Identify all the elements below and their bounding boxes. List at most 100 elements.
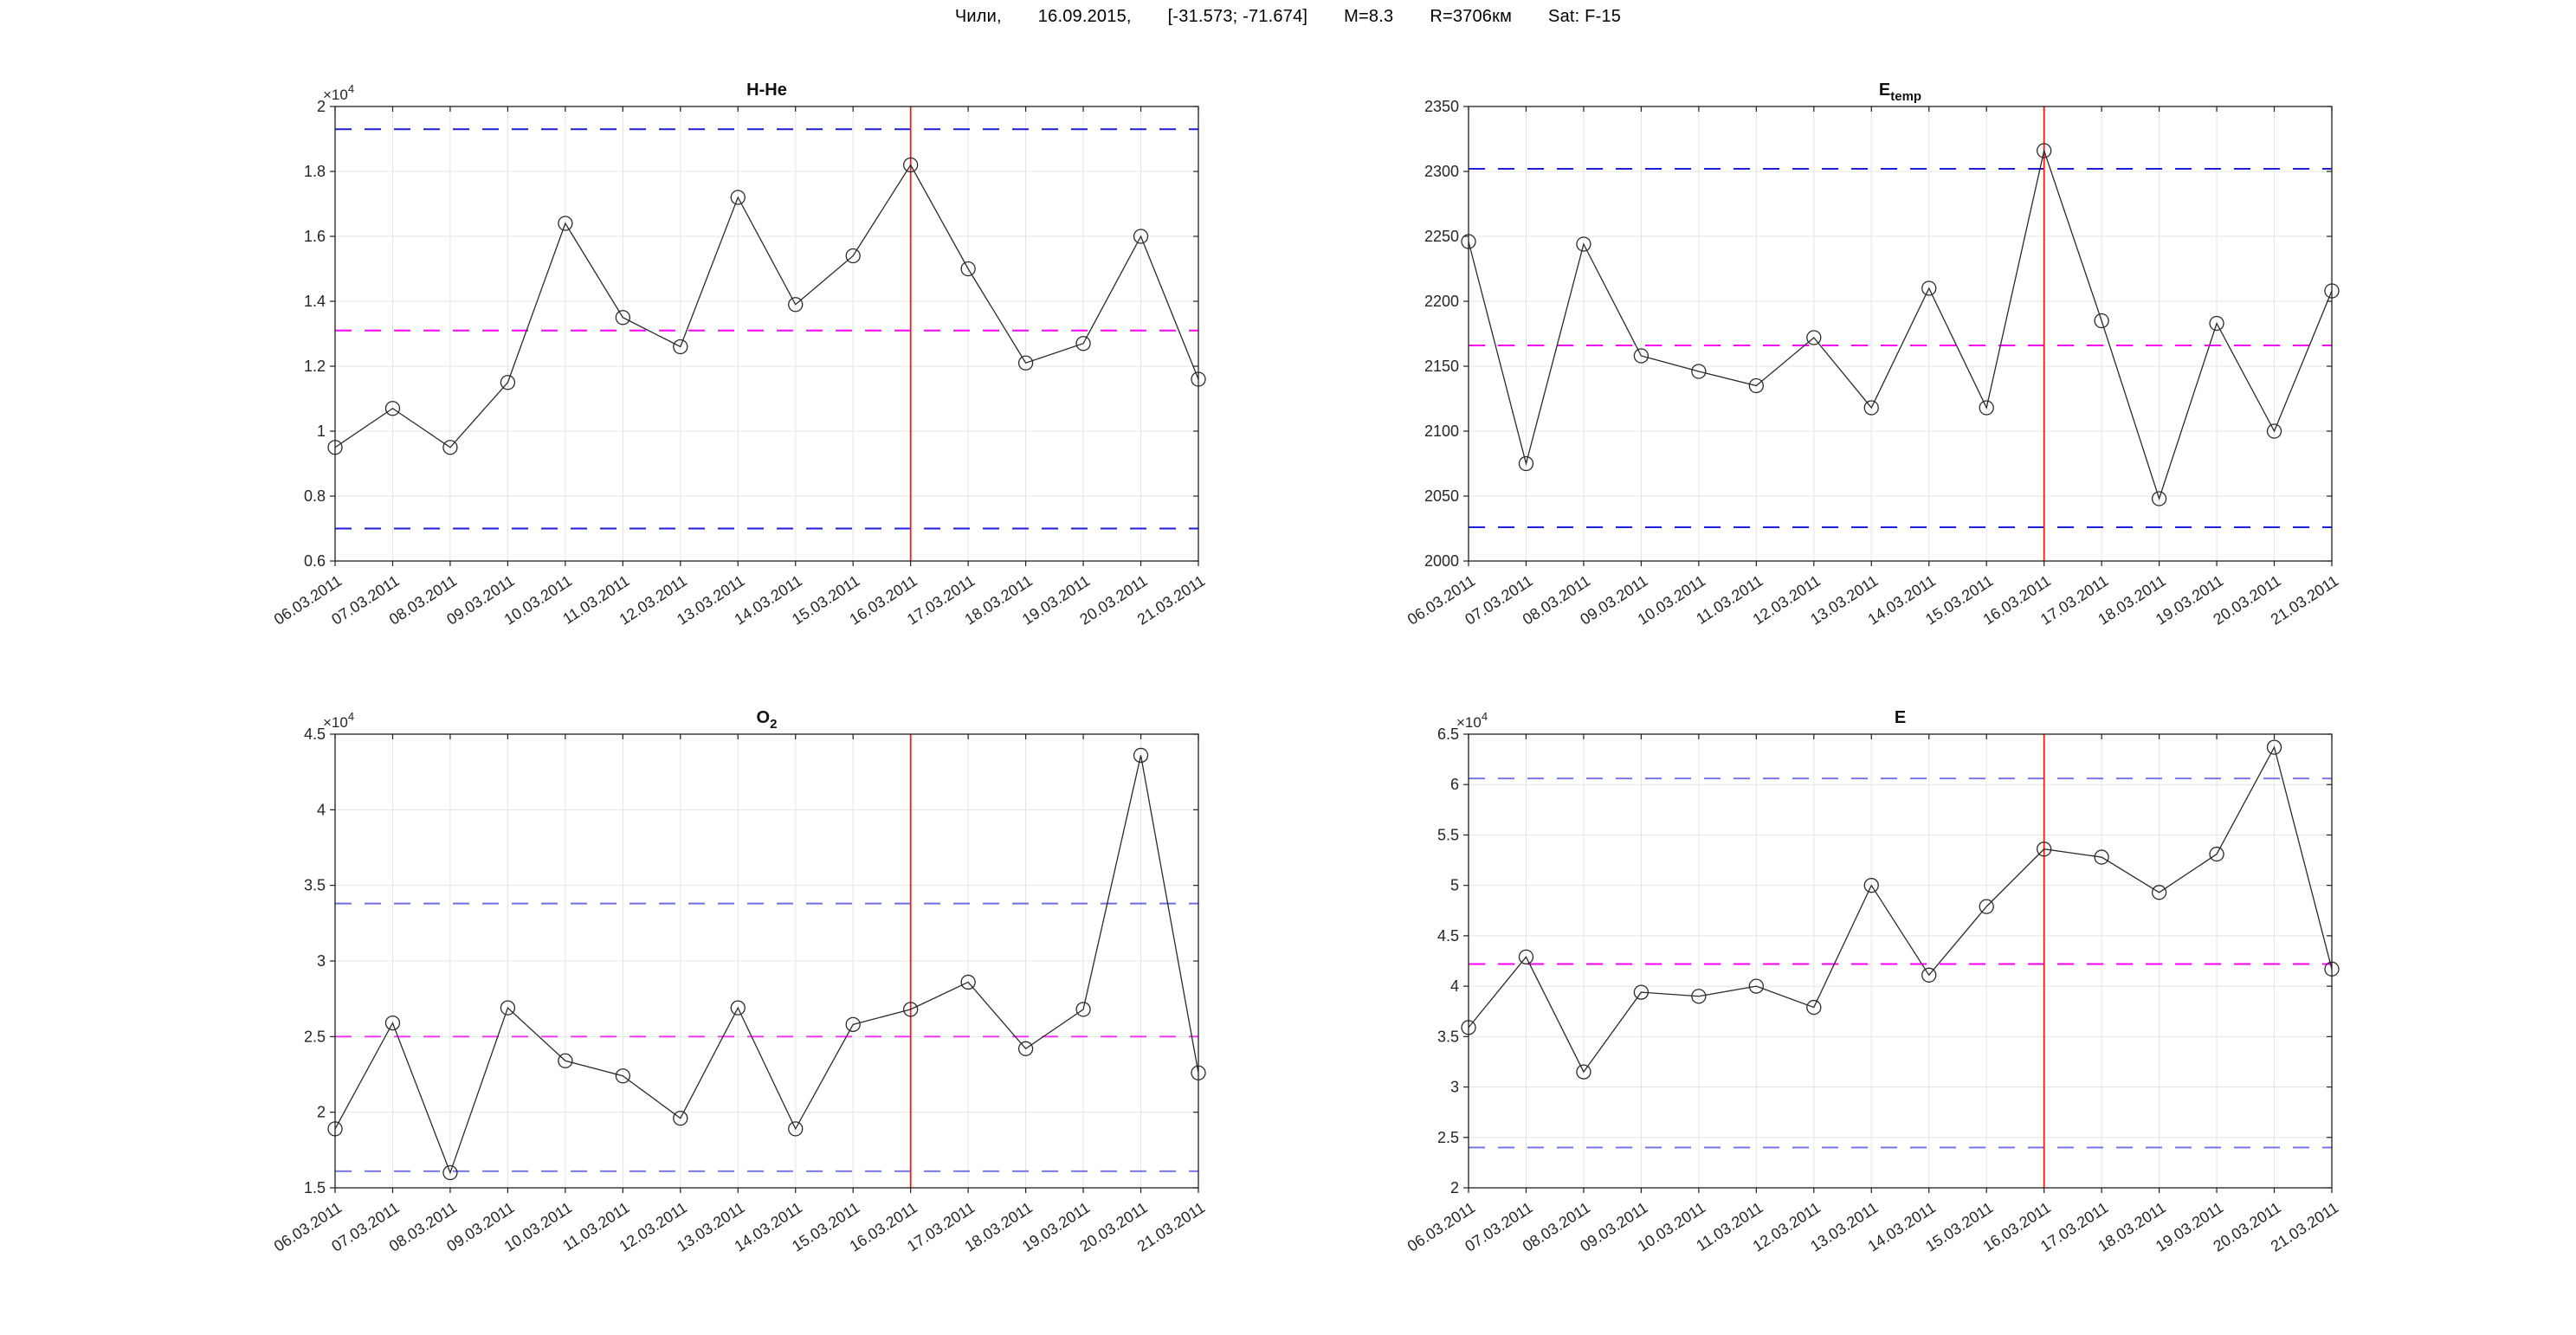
- y-tick-label: 1.8: [304, 163, 326, 180]
- y-tick-label: 2100: [1424, 422, 1459, 440]
- data-point-marker: [960, 974, 976, 990]
- data-point-marker: [2037, 842, 2052, 857]
- y-tick-label: 5: [1450, 877, 1459, 894]
- data-point-marker: [1748, 377, 1764, 394]
- title-location: Чили,: [954, 7, 1002, 26]
- data-point-marker: [615, 1068, 630, 1084]
- y-tick-label: 3.5: [1437, 1028, 1459, 1045]
- figure-title: Чили, 16.09.2015, [-31.573; -71.674] M=8…: [0, 7, 2576, 27]
- data-point-marker: [500, 375, 516, 390]
- plot-border: [334, 733, 1199, 1189]
- data-point-marker: [2266, 423, 2282, 439]
- y-tick-label: 3: [317, 952, 326, 970]
- data-point-marker: [1633, 984, 1650, 1000]
- y-axis-exponent-label: ×104: [1456, 710, 1488, 731]
- y-tick-label: 0.8: [304, 487, 326, 505]
- y-tick-label: 1.2: [304, 358, 326, 375]
- chart-title: H-He: [746, 81, 787, 100]
- data-point-marker: [1691, 989, 1707, 1004]
- data-point-marker: [730, 190, 746, 205]
- y-tick-label: 2050: [1424, 487, 1459, 505]
- y-tick-label: 2250: [1424, 228, 1459, 245]
- data-point-marker: [673, 1111, 688, 1126]
- series-line: [334, 755, 1199, 1175]
- y-tick-label: 4: [1450, 977, 1459, 995]
- data-point-marker: [2094, 313, 2109, 329]
- data-point-marker: [845, 248, 861, 264]
- title-event-date: 16.09.2015,: [1037, 7, 1132, 26]
- y-tick-label: 4: [317, 801, 326, 818]
- data-point-marker: [1806, 330, 1822, 345]
- title-magnitude: M=8.3: [1344, 7, 1394, 26]
- y-tick-label: 2: [1450, 1179, 1459, 1196]
- data-point-marker: [615, 310, 630, 326]
- data-point-marker: [1576, 236, 1591, 252]
- data-point-marker: [2151, 885, 2167, 900]
- data-point-marker: [1921, 281, 1937, 296]
- title-satellite: Sat: F-15: [1548, 7, 1622, 26]
- data-point-marker: [1133, 229, 1149, 244]
- data-point-marker: [1863, 400, 1879, 416]
- data-point-marker: [2209, 315, 2224, 332]
- y-axis-exponent-label: ×104: [323, 82, 354, 103]
- data-point-marker: [1075, 336, 1091, 351]
- y-tick-label: 2200: [1424, 293, 1459, 310]
- data-point-marker: [2094, 849, 2109, 865]
- data-point-marker: [1518, 455, 1534, 472]
- data-point-marker: [1806, 999, 1822, 1016]
- title-radius: R=3706км: [1430, 7, 1513, 26]
- y-tick-label: 2.5: [304, 1028, 326, 1045]
- plot-border: [1468, 733, 2333, 1189]
- data-point-marker: [2266, 739, 2282, 755]
- data-point-marker: [788, 1121, 804, 1137]
- y-tick-label: 2000: [1424, 552, 1459, 570]
- data-point-marker: [903, 157, 919, 173]
- data-point-marker: [2037, 143, 2052, 158]
- data-point-marker: [1633, 348, 1650, 364]
- chart-title: O2: [757, 708, 778, 732]
- plot-border: [334, 106, 1199, 562]
- data-point-marker: [442, 440, 458, 455]
- y-tick-label: 2: [317, 98, 326, 115]
- y-tick-label: 0.6: [304, 552, 326, 570]
- y-tick-label: 6: [1450, 776, 1459, 793]
- chart-title: E: [1895, 708, 1906, 727]
- data-point-marker: [1979, 899, 1994, 914]
- data-point-marker: [384, 401, 401, 416]
- y-axis-exponent-label: ×104: [323, 710, 354, 731]
- chart-title: Etemp: [1879, 81, 1921, 104]
- data-point-marker: [1017, 355, 1034, 371]
- data-point-marker: [1748, 978, 1764, 994]
- y-tick-label: 1.5: [304, 1179, 326, 1196]
- data-point-marker: [500, 1000, 516, 1016]
- y-tick-label: 1.4: [304, 293, 326, 310]
- title-coordinates: [-31.573; -71.674]: [1167, 7, 1308, 26]
- data-point-marker: [558, 216, 573, 231]
- data-point-marker: [730, 1000, 746, 1016]
- data-point-marker: [1691, 364, 1707, 379]
- y-tick-label: 2300: [1424, 163, 1459, 180]
- y-tick-label: 1.6: [304, 228, 326, 245]
- data-point-marker: [2209, 846, 2224, 862]
- data-point-marker: [903, 1002, 919, 1017]
- y-tick-label: 4.5: [1437, 927, 1459, 945]
- y-tick-label: 2: [317, 1104, 326, 1121]
- plot-border: [1468, 106, 2333, 562]
- data-point-marker: [1017, 1041, 1034, 1056]
- y-tick-label: 6.5: [1437, 726, 1459, 743]
- series-line: [1468, 745, 2333, 1074]
- data-point-marker: [960, 261, 976, 277]
- data-point-marker: [845, 1016, 861, 1033]
- data-point-marker: [1133, 747, 1149, 764]
- data-point-marker: [673, 339, 688, 355]
- y-tick-label: 4.5: [304, 726, 326, 743]
- y-tick-label: 1: [317, 422, 326, 440]
- series-line: [1468, 148, 2333, 501]
- data-point-marker: [2151, 491, 2167, 506]
- data-point-marker: [1075, 1002, 1091, 1017]
- y-tick-label: 3.5: [304, 877, 326, 894]
- data-point-marker: [788, 297, 804, 313]
- y-tick-label: 2.5: [1437, 1129, 1459, 1146]
